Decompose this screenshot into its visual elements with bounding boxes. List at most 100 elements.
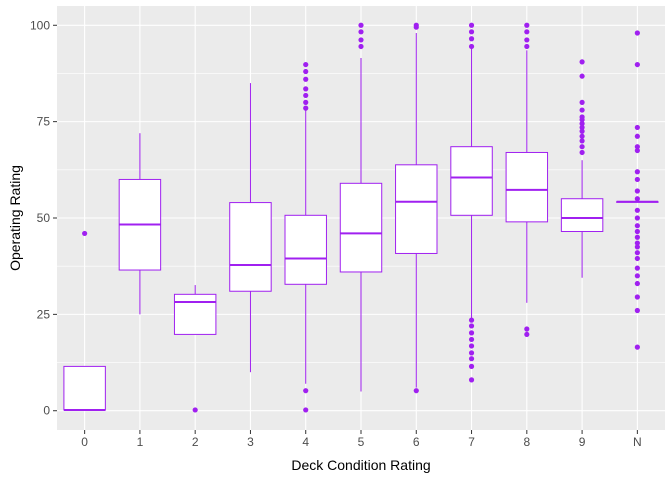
- outlier-point: [524, 43, 530, 50]
- outlier-point: [468, 343, 475, 349]
- outlier-point: [303, 76, 309, 82]
- outlier-point: [634, 234, 640, 240]
- x-tick-label: 2: [192, 435, 199, 449]
- outlier-point: [303, 61, 309, 68]
- box: [63, 365, 106, 411]
- x-tick-label: 4: [302, 435, 309, 449]
- box-marks: [63, 22, 659, 413]
- outlier-point: [579, 124, 585, 131]
- outlier-point: [468, 29, 475, 35]
- outlier-point: [579, 73, 585, 79]
- outlier-point: [634, 215, 640, 221]
- outlier-point: [524, 37, 530, 43]
- outlier-point: [524, 22, 530, 28]
- outlier-point: [358, 43, 364, 50]
- outlier-point: [468, 36, 475, 42]
- outlier-point: [579, 99, 585, 105]
- outlier-point: [634, 344, 640, 350]
- outlier-point: [579, 107, 585, 113]
- box-group-5: [339, 22, 383, 392]
- outlier-point: [634, 240, 640, 246]
- outlier-point: [634, 273, 640, 279]
- x-tick-label: 3: [247, 435, 254, 449]
- outlier-point: [413, 22, 419, 28]
- outlier-point: [579, 149, 585, 156]
- outlier-point: [634, 188, 640, 194]
- outlier-point: [634, 196, 640, 202]
- box-group-9: [560, 59, 604, 278]
- outlier-point: [303, 105, 309, 111]
- outlier-point: [634, 228, 640, 235]
- x-tick-label: 9: [579, 435, 586, 449]
- outlier-point: [358, 29, 364, 35]
- outlier-point: [303, 388, 309, 394]
- outlier-point: [303, 86, 309, 92]
- outlier-point: [634, 147, 640, 154]
- box-group-2: [173, 285, 217, 413]
- outlier-point: [634, 255, 640, 262]
- outlier-point: [303, 68, 309, 75]
- outlier-point: [468, 317, 475, 323]
- outlier-point: [634, 176, 640, 183]
- outlier-point: [192, 407, 198, 413]
- outlier-point: [468, 43, 475, 50]
- outlier-point: [303, 99, 309, 105]
- box-group-N: [616, 30, 659, 350]
- outlier-point: [524, 326, 530, 332]
- outlier-point: [468, 22, 475, 28]
- x-tick-label: 1: [137, 435, 144, 449]
- x-tick-label: 5: [358, 435, 365, 449]
- box-group-7: [450, 22, 493, 383]
- y-tick-label: 75: [37, 115, 51, 129]
- box-group-6: [395, 22, 438, 394]
- outlier-point: [468, 336, 475, 343]
- box: [229, 202, 272, 292]
- outlier-point: [634, 30, 640, 36]
- outlier-point: [468, 330, 475, 336]
- outlier-point: [524, 29, 530, 35]
- outlier-point: [634, 250, 640, 256]
- box-group-4: [284, 61, 327, 413]
- outlier-point: [634, 207, 640, 213]
- outlier-point: [468, 363, 475, 369]
- x-tick-label: 6: [413, 435, 420, 449]
- outlier-point: [579, 133, 585, 139]
- outlier-point: [579, 144, 585, 150]
- y-tick-label: 25: [37, 307, 51, 321]
- outlier-point: [579, 138, 585, 144]
- outlier-point: [579, 59, 585, 65]
- outlier-point: [579, 120, 585, 127]
- outlier-point: [634, 280, 640, 287]
- box: [560, 198, 604, 232]
- outlier-point: [634, 144, 640, 150]
- outlier-point: [579, 128, 585, 134]
- outlier-point: [634, 61, 640, 68]
- box-group-0: [63, 230, 106, 411]
- outlier-point: [634, 294, 640, 300]
- outlier-point: [358, 37, 364, 43]
- x-tick-label: N: [633, 435, 642, 449]
- y-axis-title: Operating Rating: [7, 165, 23, 271]
- outlier-point: [303, 407, 309, 413]
- outlier-point: [82, 230, 88, 237]
- x-axis-title: Deck Condition Rating: [291, 457, 430, 473]
- axis-ticks: 0 25 50 75 100 0 1 2 3 4 5 6 7 8 9 N: [30, 18, 642, 449]
- box-group-3: [229, 83, 272, 373]
- outlier-point: [634, 133, 640, 139]
- y-tick-label: 50: [37, 211, 51, 225]
- outlier-point: [358, 22, 364, 28]
- box-group-8: [505, 22, 549, 338]
- x-tick-label: 0: [81, 435, 88, 449]
- y-tick-label: 0: [43, 404, 50, 418]
- x-tick-label: 7: [468, 435, 475, 449]
- outlier-point: [468, 323, 475, 329]
- box: [339, 182, 383, 273]
- box: [395, 164, 438, 254]
- box-group-1: [118, 133, 162, 315]
- outlier-point: [303, 92, 309, 99]
- outlier-point: [579, 114, 585, 120]
- outlier-point: [634, 307, 640, 314]
- outlier-point: [634, 124, 640, 131]
- outlier-point: [524, 331, 530, 338]
